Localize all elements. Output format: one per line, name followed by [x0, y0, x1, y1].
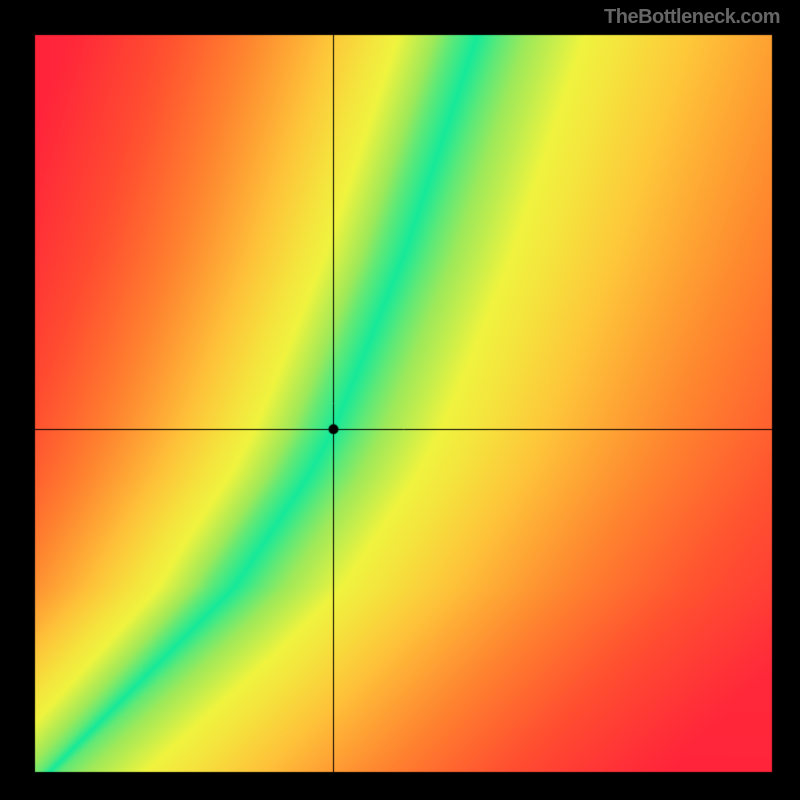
watermark-text: TheBottleneck.com: [604, 6, 780, 29]
bottleneck-heatmap: [0, 0, 800, 800]
chart-container: TheBottleneck.com: [0, 0, 800, 800]
